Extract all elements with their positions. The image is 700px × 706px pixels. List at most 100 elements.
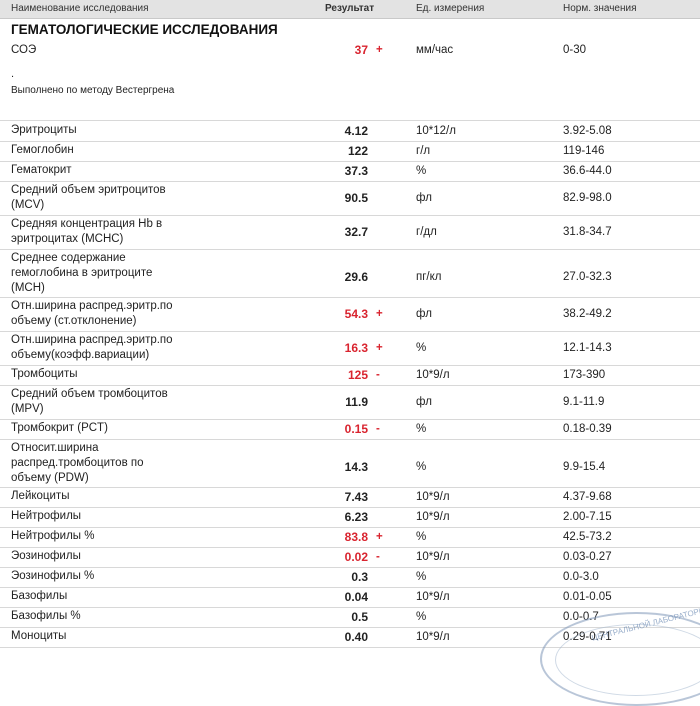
row-unit: фл (416, 396, 432, 408)
table-header: Наименование исследования Результат Ед. … (0, 0, 700, 19)
row-name-line: Отн.ширина распред.эритр.по (11, 334, 173, 346)
row-value: 125 (347, 368, 368, 382)
row-name-line: объему (ст.отклонение) (11, 315, 137, 327)
row-norm: 2.00-7.15 (563, 511, 612, 523)
table-row: Отн.ширина распред.эритр.по объему(коэфф.… (0, 331, 700, 366)
row-unit: 10*9/л (416, 631, 450, 643)
row-unit: пг/кл (416, 271, 442, 283)
row-name-line: гемоглобина в эритроците (11, 267, 153, 279)
table-row: Тромбокрит (PCT) 0.15-% 0.18-0.39 (0, 419, 700, 440)
row-value: 37 (354, 43, 368, 57)
header-unit: Ед. измерения (416, 3, 485, 14)
row-unit: % (416, 423, 427, 435)
row-name-line: Среднее содержание (11, 252, 126, 264)
header-result: Результат (325, 3, 375, 14)
row-norm: 9.9-15.4 (563, 461, 606, 473)
row-name-line: объему (PDW) (11, 472, 89, 484)
row-unit: мм/час (416, 44, 454, 56)
row-flag: + (376, 342, 383, 354)
row-value: 16.3 (344, 341, 368, 355)
row-name: Нейтрофилы (11, 509, 81, 524)
row-name: Лейкоциты (11, 489, 69, 504)
row-value: 0.40 (344, 630, 368, 644)
row-name-line: Средняя концентрация Hb в (11, 218, 163, 230)
table-row: Гематокрит 37.3% 36.6-44.0 (0, 161, 700, 182)
table-row: Нейтрофилы % 83.8 +% 42.5-73.2 (0, 527, 700, 548)
row-name-line: Гематокрит (11, 164, 72, 176)
row-name-line: Средний объем тромбоцитов (11, 388, 168, 400)
row-value: 11.9 (345, 395, 368, 409)
row-name-line: Эозинофилы % (11, 570, 95, 582)
row-name-line: (MCH) (11, 282, 45, 294)
row-name: Средний объем тромбоцитов (MPV) (11, 387, 168, 417)
row-name-line: Базофилы (11, 590, 68, 602)
table-row: Базофилы 0.04 10*9/л 0.01-0.05 (0, 587, 700, 608)
row-norm: 38.2-49.2 (563, 308, 612, 320)
row-flag: - (376, 551, 380, 563)
row-unit: фл (416, 192, 432, 204)
row-name: Базофилы % (11, 609, 81, 624)
row-name-line: Эозинофилы (11, 550, 81, 562)
row-value: 0.5 (351, 610, 368, 624)
row-name-line: эритроцитах (MCHC) (11, 233, 124, 245)
row-name-line: Эритроциты (11, 124, 77, 136)
row-flag: + (376, 531, 383, 543)
row-value: 122 (347, 144, 368, 158)
row-norm: 12.1-14.3 (563, 342, 612, 354)
row-value: 14.3 (344, 460, 368, 474)
row-value: 0.04 (344, 590, 368, 604)
row-value: 37.3 (344, 164, 368, 178)
row-unit: 10*9/л (416, 511, 450, 523)
table-row: Отн.ширина распред.эритр.по объему (ст.от… (0, 297, 700, 332)
row-name: Эозинофилы % (11, 569, 94, 584)
row-name: Тромбокрит (PCT) (11, 421, 108, 436)
row-name: Моноциты (11, 629, 66, 644)
row-norm: 0.0-3.0 (563, 571, 599, 583)
row-value: 0.3 (351, 570, 368, 584)
table-row: Лейкоциты 7.43 10*9/л 4.37-9.68 (0, 487, 700, 508)
row-value: 54.3 (344, 307, 368, 321)
row-name: Средняя концентрация Hb в эритроцитах (MC… (11, 217, 162, 247)
row-unit: % (416, 461, 427, 473)
row-unit: % (416, 165, 427, 177)
row-name-line: Отн.ширина распред.эритр.по (11, 300, 173, 312)
row-value: 29.6 (344, 270, 368, 284)
table-row: Тромбоциты 125- 10*9/л 173-390 (0, 365, 700, 386)
row-value: 7.43 (344, 490, 368, 504)
row-name: Средний объем эритроцитов (MCV) (11, 183, 166, 213)
row-name-line: Относит.ширина (11, 442, 99, 454)
esr-dot: . (11, 68, 15, 80)
row-name-line: Моноциты (11, 630, 67, 642)
row-norm: 4.37-9.68 (563, 491, 612, 503)
row-name: СОЭ (11, 44, 37, 56)
row-name: Среднее содержание гемоглобина в эритроци… (11, 251, 152, 296)
row-name-line: Тромбокрит (PCT) (11, 422, 108, 434)
table-row: Эозинофилы 0.02- 10*9/л 0.03-0.27 (0, 547, 700, 568)
table-row: Средний объем тромбоцитов (MPV) 11.9 фл 9.1-… (0, 385, 700, 420)
row-unit: г/дл (416, 226, 437, 238)
row-name: Относит.ширина распред.тромбоцитов по объе… (11, 441, 144, 486)
row-name-line: Нейтрофилы % (11, 530, 95, 542)
row-value: 90.5 (344, 191, 368, 205)
row-value: 83.8 (344, 530, 368, 544)
table-row-esr: СОЭ 37 + мм/час 0-30 . Выполнено по мето… (0, 40, 700, 121)
row-name-line: Нейтрофилы (11, 510, 82, 522)
row-norm: 0.03-0.27 (563, 551, 612, 563)
row-unit: % (416, 611, 427, 623)
section-title: ГЕМАТОЛОГИЧЕСКИЕ ИССЛЕДОВАНИЯ (11, 22, 278, 37)
row-norm: 36.6-44.0 (563, 165, 612, 177)
row-flag: - (376, 423, 380, 435)
row-name-line: (MPV) (11, 403, 44, 415)
row-unit: 10*9/л (416, 551, 450, 563)
table-row: Среднее содержание гемоглобина в эритроци… (0, 249, 700, 298)
table-row: Относит.ширина распред.тромбоцитов по объе… (0, 439, 700, 488)
row-norm: 0-30 (563, 44, 587, 56)
table-row: Эозинофилы % 0.3% 0.0-3.0 (0, 567, 700, 588)
row-name: Базофилы (11, 589, 67, 604)
row-flag: + (376, 44, 383, 56)
row-unit: 10*9/л (416, 491, 450, 503)
table-row: Средний объем эритроцитов (MCV) 90.5 фл 82.9… (0, 181, 700, 216)
row-norm: 9.1-11.9 (563, 396, 605, 408)
row-name: Эозинофилы (11, 549, 81, 564)
row-value: 32.7 (344, 225, 368, 239)
